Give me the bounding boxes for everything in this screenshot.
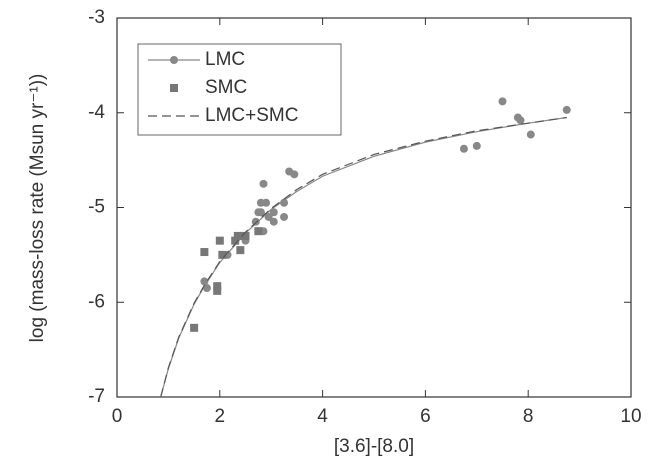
point (280, 212, 289, 221)
point (269, 208, 278, 217)
point (269, 217, 278, 226)
point (215, 236, 224, 245)
x-tick-label: 10 (620, 406, 641, 427)
x-axis-label: [3.6]-[8.0] (334, 436, 414, 457)
point (233, 231, 242, 240)
y-tick-label: -4 (88, 102, 105, 123)
point (213, 282, 222, 291)
point (280, 198, 289, 207)
point (459, 144, 468, 153)
x-tick-label: 2 (215, 406, 226, 427)
point (472, 141, 481, 150)
point (202, 284, 211, 293)
x-tick-label: 0 (112, 406, 123, 427)
point (562, 105, 571, 114)
legend-marker (170, 84, 178, 92)
x-tick-label: 8 (523, 406, 534, 427)
point (218, 250, 227, 259)
legend-label: LMC (205, 49, 245, 70)
point (264, 212, 273, 221)
point (200, 277, 209, 286)
point (262, 198, 271, 207)
point (290, 170, 299, 179)
x-tick-label: 6 (420, 406, 431, 427)
point (259, 179, 268, 188)
point (526, 130, 535, 139)
point (241, 231, 250, 240)
y-axis-label: log (mass-loss rate (Msun yr⁻¹)) (27, 74, 48, 343)
y-tick-label: -7 (88, 386, 105, 407)
point (516, 116, 525, 125)
point (231, 236, 240, 245)
point (236, 246, 245, 255)
y-tick-label: -6 (88, 291, 105, 312)
fit-line (160, 116, 567, 398)
y-tick-label: -5 (88, 197, 105, 218)
point (200, 248, 209, 257)
legend-marker (170, 56, 178, 64)
y-tick-label: -3 (88, 7, 105, 28)
point (256, 208, 265, 217)
x-tick-label: 4 (317, 406, 328, 427)
point (190, 323, 199, 332)
point (213, 286, 222, 295)
legend-label: LMC+SMC (205, 105, 298, 126)
legend-label: SMC (205, 77, 247, 98)
point (498, 97, 507, 106)
point (254, 227, 263, 236)
